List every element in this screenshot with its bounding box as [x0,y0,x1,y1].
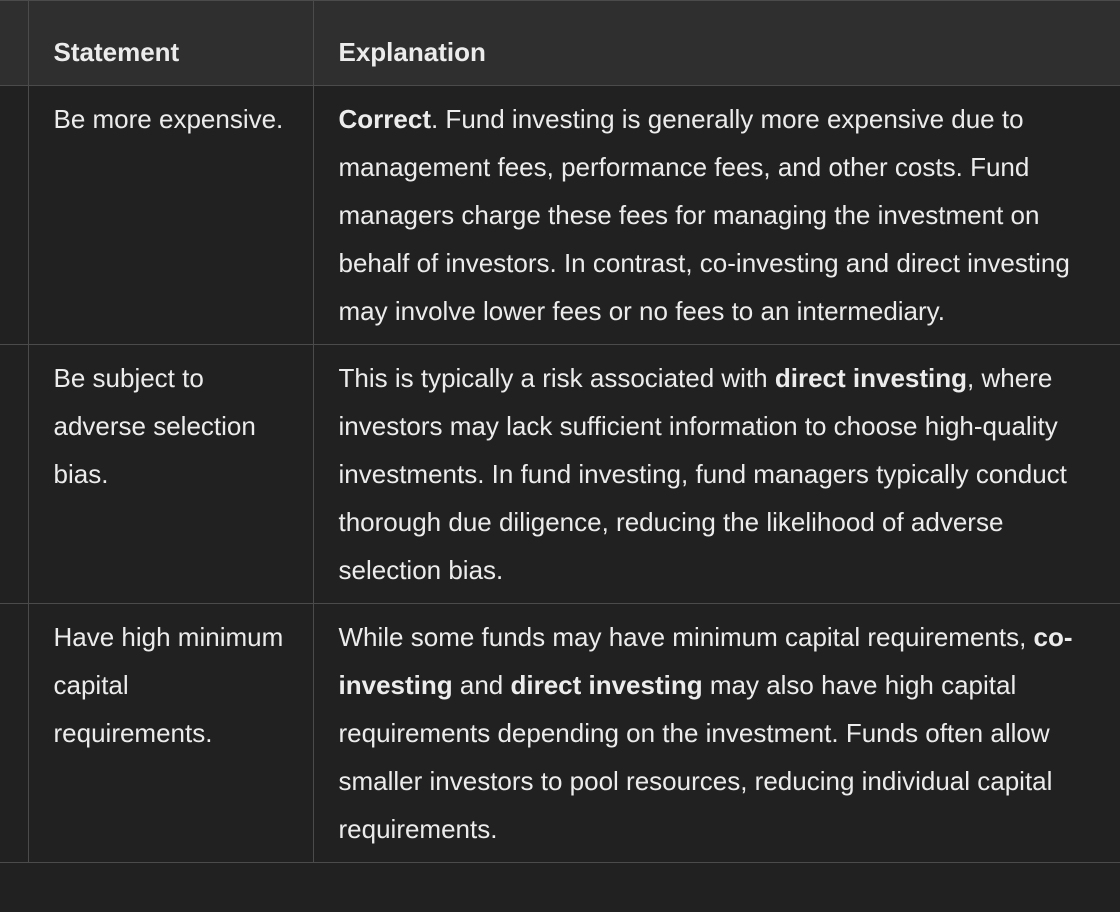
table-row: Be subject to adverse selection bias. Thi… [0,344,1120,604]
statement-cell: Be subject to adverse selection bias. [27,344,314,604]
statement-cell: Have high minimum capital requirements. [27,603,314,863]
table-header: Statement Explanation [0,0,1120,86]
text: This is typically a risk associated with [338,363,775,393]
text: and [452,670,511,700]
header-row: Statement Explanation [0,0,1120,86]
explanation-cell: This is typically a risk associated with… [312,344,1120,604]
bold-text: Correct [338,104,431,134]
comparison-table: Statement Explanation Be more expensive.… [0,0,1120,863]
text: While some funds may have minimum capita… [338,622,1034,652]
cut-off-cell [0,344,29,604]
table-body: Be more expensive. Correct. Fund investin… [0,85,1120,863]
header-cell: Explanation [312,0,1120,86]
bold-text: co-investing [338,622,1073,700]
explanation-cell: While some funds may have minimum capita… [312,603,1120,863]
text: , where investors may lack sufficient in… [338,363,1067,585]
explanation-cell: Correct. Fund investing is generally mor… [312,85,1120,345]
statement-cell: Be more expensive. [27,85,314,345]
bold-text: direct investing [774,363,968,393]
cut-off-cell [0,603,29,863]
header-cell: Statement [27,0,314,86]
cut-off-cell [0,85,29,345]
table-row: Have high minimum capital requirements. W… [0,603,1120,863]
text: may also have high capital requirements … [338,670,1053,844]
table-row: Be more expensive. Correct. Fund investin… [0,85,1120,345]
bold-text: direct investing [510,670,703,700]
text: . Fund investing is generally more expen… [338,104,1070,326]
header-cell [0,0,29,86]
